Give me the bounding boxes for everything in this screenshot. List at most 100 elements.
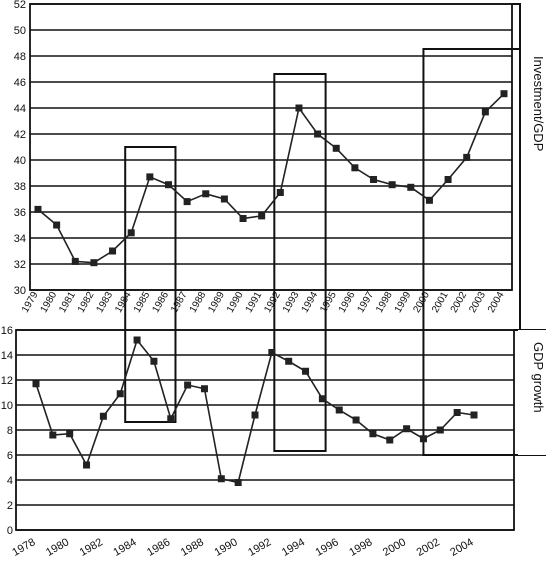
- highlight-box-1: [124, 146, 177, 423]
- investment-gdp-point-1995: [332, 144, 340, 152]
- bottom-y-tick-label-0: 0: [7, 525, 13, 537]
- top-y-axis-title: Investment/GDP: [531, 56, 546, 151]
- top-x-tick-label-11: 1990: [225, 290, 246, 315]
- bottom-x-tick-label-6: 1990: [212, 536, 239, 559]
- bottom-x-tick-label-3: 1984: [111, 536, 138, 559]
- gdp-growth-point-1981: [83, 461, 91, 469]
- bottom-y-tick-label-8: 16: [1, 325, 13, 337]
- gdp-growth-point-2002: [436, 426, 444, 434]
- bottom-x-tick-label-9: 1996: [314, 536, 341, 559]
- investment-gdp-point-1981: [71, 257, 79, 265]
- gdp-growth-point-1997: [352, 416, 360, 424]
- bottom-x-tick-label-11: 2000: [381, 536, 408, 559]
- gdp-growth-point-1996: [335, 406, 343, 414]
- investment-gdp-point-1999: [407, 183, 415, 191]
- investment-gdp-point-1996: [351, 164, 359, 172]
- investment-gdp-point-1988: [202, 190, 210, 198]
- bottom-y-tick-label-4: 8: [7, 425, 13, 437]
- gdp-growth-point-1988: [200, 385, 208, 393]
- top-x-tick-label-19: 1998: [374, 290, 395, 315]
- highlight-box-3: [422, 48, 521, 456]
- gdp-growth-point-1992: [268, 349, 276, 356]
- investment-gdp-point-1998: [388, 181, 396, 189]
- gdp-growth-point-2003: [453, 409, 461, 416]
- bottom-x-tick-label-12: 2002: [415, 536, 442, 559]
- investment-gdp-point-2000: [425, 196, 433, 204]
- investment-gdp-point-1986: [164, 181, 172, 189]
- bottom-plot-frame: [15, 329, 515, 531]
- top-y-tick-label-3: 36: [14, 207, 26, 219]
- top-x-tick-label-1: 1980: [39, 290, 60, 315]
- investment-gdp-point-1990: [239, 215, 247, 222]
- gdp-growth-point-1989: [217, 475, 225, 483]
- bottom-y-tick-label-6: 12: [1, 375, 13, 387]
- investment-gdp-point-2003: [481, 108, 489, 116]
- investment-gdp-point-1980: [53, 221, 61, 229]
- top-plot-frame: [29, 3, 513, 291]
- gdp-growth-point-1983: [116, 390, 124, 398]
- top-x-tick-label-20: 1999: [393, 290, 414, 315]
- investment-gdp-point-1997: [370, 176, 378, 183]
- top-x-tick-label-5: 1984: [113, 290, 134, 315]
- top-y-tick-label-9: 48: [14, 51, 26, 63]
- bottom-y-tick-label-1: 2: [7, 500, 13, 512]
- top-x-tick-label-22: 2001: [430, 290, 451, 315]
- top-y-tick-label-0: 30: [14, 285, 26, 297]
- investment-gdp-point-1991: [258, 212, 266, 220]
- top-y-tick-label-1: 32: [14, 259, 26, 271]
- bottom-x-tick-label-0: 1978: [10, 536, 37, 559]
- gdp-growth-point-2004: [470, 411, 478, 419]
- top-y-tick-label-6: 42: [14, 129, 26, 141]
- investment-gdp-point-2004: [500, 90, 508, 98]
- investment-gdp-point-1984: [127, 229, 135, 237]
- top-x-tick-label-12: 1991: [244, 290, 265, 315]
- gdp-growth-point-1979: [49, 431, 57, 439]
- top-y-tick-label-8: 46: [14, 77, 26, 89]
- gdp-growth-point-1978: [32, 380, 40, 388]
- gdp-growth-point-2001: [419, 435, 427, 443]
- top-y-tick-label-5: 40: [14, 155, 26, 167]
- bottom-x-tick-label-13: 2004: [448, 536, 475, 559]
- bottom-x-tick-label-10: 1998: [347, 536, 374, 559]
- top-x-tick-label-13: 1992: [262, 290, 283, 315]
- top-x-tick-label-16: 1995: [318, 290, 339, 315]
- investment-gdp-point-1992: [276, 189, 284, 196]
- gdp-growth-point-1990: [234, 479, 242, 486]
- bottom-y-tick-label-3: 6: [7, 450, 13, 462]
- bottom-x-tick-label-4: 1986: [145, 536, 172, 559]
- top-y-tick-label-4: 38: [14, 181, 26, 193]
- bottom-x-tick-label-2: 1982: [78, 536, 105, 559]
- highlight-box-2: [273, 73, 327, 452]
- investment-gdp-point-1993: [295, 104, 303, 112]
- top-x-tick-label-21: 2000: [411, 290, 432, 315]
- bottom-y-tick-label-2: 4: [7, 475, 13, 487]
- gdp-growth-point-1994: [302, 367, 310, 375]
- top-x-tick-label-10: 1989: [206, 290, 227, 315]
- top-x-tick-label-14: 1993: [281, 290, 302, 315]
- top-x-tick-label-2: 1981: [57, 290, 78, 315]
- gdp-growth-point-1991: [251, 411, 259, 419]
- bottom-x-tick-label-7: 1992: [246, 536, 273, 559]
- top-x-tick-label-7: 1986: [150, 290, 171, 315]
- investment-gdp-point-1982: [90, 259, 98, 267]
- gdp-growth-line: [35, 338, 475, 484]
- top-x-tick-label-18: 1997: [355, 290, 376, 315]
- gdp-growth-point-1984: [133, 336, 141, 344]
- bracket-label-backdrop: [518, 330, 550, 455]
- investment-gdp-point-2002: [463, 153, 471, 161]
- top-x-tick-label-6: 1985: [132, 290, 153, 315]
- bottom-y-tick-label-7: 14: [1, 350, 13, 362]
- top-x-tick-label-4: 1983: [95, 290, 116, 315]
- gdp-growth-point-2000: [403, 425, 411, 433]
- gdp-growth-point-1982: [99, 412, 107, 420]
- investment-gdp-point-1985: [146, 173, 154, 181]
- top-x-tick-label-24: 2003: [467, 290, 488, 315]
- top-y-tick-label-7: 44: [14, 103, 26, 115]
- bottom-y-tick-label-5: 10: [1, 400, 13, 412]
- gdp-growth-point-1980: [66, 430, 74, 438]
- gdp-growth-point-1999: [386, 436, 394, 444]
- top-y-tick-label-11: 52: [14, 0, 26, 11]
- investment-gdp-point-1979: [34, 205, 42, 213]
